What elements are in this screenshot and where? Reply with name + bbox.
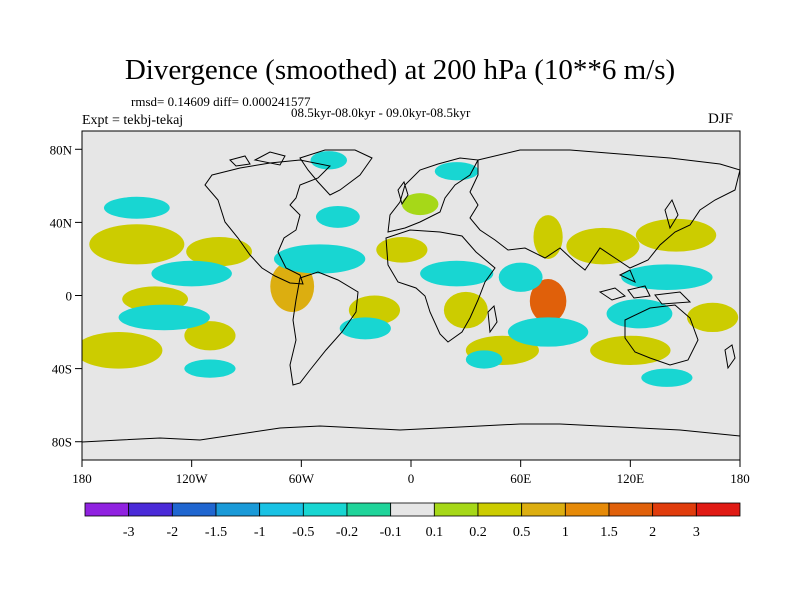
colorbar-swatch xyxy=(128,502,173,517)
colorbar-label: -3 xyxy=(123,525,135,540)
contour-pos-npac-2 xyxy=(186,237,252,267)
colorbar-swatch xyxy=(564,502,610,517)
season-label: DJF xyxy=(708,111,734,127)
contour-pos-npac-1 xyxy=(89,224,185,265)
colorbar: -3 -2 -1.5 -1 -0.5 -0.2 -0.1 0.1 0.2 0.5 1 1.5 2 3 xyxy=(84,502,741,540)
x-tick-label: 180 xyxy=(72,471,92,486)
colorbar-label: -2 xyxy=(166,525,178,540)
contour-pos-spac-2 xyxy=(184,321,236,351)
colorbar-label: -0.2 xyxy=(336,525,358,540)
colorbar-label: -1 xyxy=(254,525,266,540)
colorbar-swatch xyxy=(695,502,741,517)
contour-neg-arctic-1 xyxy=(310,151,348,170)
x-tick-label: 60W xyxy=(289,471,315,486)
contour-neg-npac-e xyxy=(103,196,170,219)
contour-neg-spac xyxy=(118,304,210,331)
contour-pos-asia-2 xyxy=(566,227,640,265)
period-text: 08.5kyr-08.0kyr - 09.0kyr-08.5kyr xyxy=(291,105,471,120)
x-tick-label: 180 xyxy=(730,471,750,486)
x-tick-label: 0 xyxy=(408,471,415,486)
contour-neg-arabia xyxy=(498,262,543,292)
colorbar-swatch xyxy=(171,502,217,517)
coast-japan xyxy=(664,198,679,230)
stats-text: rmsd= 0.14609 diff= 0.000241577 xyxy=(131,94,311,109)
colorbar-swatch xyxy=(84,502,130,517)
coast-australia xyxy=(624,304,699,366)
y-tick-label: 40S xyxy=(52,362,72,377)
colorbar-label: 0.5 xyxy=(513,525,531,540)
coast-north-america xyxy=(204,159,332,285)
colorbar-label: 1 xyxy=(562,525,569,540)
contour-pos-safr xyxy=(443,291,488,329)
contour-neg-so-1 xyxy=(184,359,236,378)
axis-ticks: 180 120W 60W 0 60E 120E 180 80N 40N 0 40S 80S xyxy=(50,142,750,486)
contour-neg-aus-s xyxy=(606,299,673,329)
contour-neg-arctic-2 xyxy=(434,162,479,181)
colorbar-label: 0.2 xyxy=(469,525,487,540)
colorbar-swatch xyxy=(652,502,697,517)
colorbar-swatch xyxy=(608,502,654,517)
x-tick-label: 120E xyxy=(617,471,645,486)
coast-antarctica xyxy=(82,423,740,443)
contour-pos-satl xyxy=(348,295,401,325)
colorbar-label: -1.5 xyxy=(205,525,227,540)
y-tick-label: 80S xyxy=(52,435,72,450)
coast-new-zealand xyxy=(724,344,736,370)
colorbar-label: -0.1 xyxy=(380,525,402,540)
contour-neg-carib xyxy=(273,244,366,274)
contour-neg-wpac xyxy=(621,264,713,291)
x-tick-label: 60E xyxy=(510,471,531,486)
colorbar-swatch xyxy=(259,502,304,517)
contour-neg-nafr xyxy=(420,260,494,287)
y-tick-label: 0 xyxy=(66,289,73,304)
contour-pos-aus xyxy=(686,302,739,333)
contour-pos-sahara xyxy=(376,237,428,263)
coast-madagascar xyxy=(487,304,498,334)
colorbar-swatch xyxy=(346,502,392,517)
y-tick-label: 80N xyxy=(50,142,73,157)
coast-greenland xyxy=(299,149,373,196)
colorbar-swatch xyxy=(390,502,435,517)
colorbar-label: 0.1 xyxy=(426,525,444,540)
colorbar-swatch xyxy=(302,502,348,517)
contour-neg-safr-e xyxy=(465,350,503,369)
experiment-text: Expt = tekbj-tekaj xyxy=(82,113,184,128)
colorbar-label: 3 xyxy=(693,525,700,540)
colorbar-label: -0.5 xyxy=(292,525,314,540)
colorbar-swatch xyxy=(433,502,479,517)
chart-title: Divergence (smoothed) at 200 hPa (10**6 … xyxy=(124,54,676,86)
coast-uk xyxy=(397,180,409,206)
contour-fill-layer xyxy=(82,151,739,387)
map-background xyxy=(82,131,740,460)
coast-maritime xyxy=(598,269,692,305)
contour-pos-amz xyxy=(270,260,315,312)
coast-arctic-islands xyxy=(229,151,286,167)
colorbar-label: 1.5 xyxy=(600,525,618,540)
coast-africa xyxy=(385,229,496,343)
colorbar-label: 2 xyxy=(649,525,656,540)
coast-asia xyxy=(469,149,740,271)
coast-south-america xyxy=(289,271,359,386)
colorbar-swatch xyxy=(477,502,523,517)
contour-neg-satl-2 xyxy=(339,317,391,340)
contour-pos-spac-1 xyxy=(82,332,163,369)
x-tick-label: 120W xyxy=(176,471,209,486)
y-tick-label: 40N xyxy=(50,215,73,230)
contour-neg-atl xyxy=(315,205,360,228)
contour-neg-ind-s xyxy=(507,317,589,347)
colorbar-swatch xyxy=(215,502,261,517)
contour-pos-asia-1 xyxy=(533,215,563,259)
colorbar-swatch xyxy=(521,502,566,517)
contour-pos-npac-w xyxy=(635,218,717,252)
contour-pos-eur-n xyxy=(401,193,439,216)
contour-neg-so-2 xyxy=(641,368,693,387)
coastline-layer xyxy=(82,149,740,443)
contour-pos-india xyxy=(529,279,567,323)
contour-neg-trop-pac xyxy=(151,260,232,287)
